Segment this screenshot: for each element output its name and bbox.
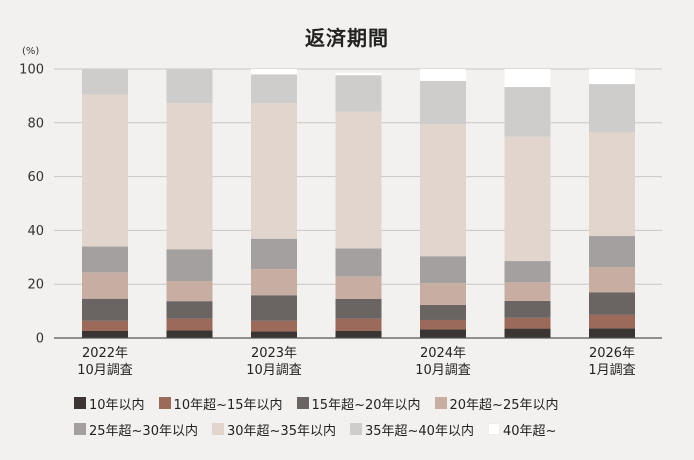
bar-segment <box>251 74 297 104</box>
bar-segment <box>589 292 635 315</box>
bar-segment <box>166 318 213 331</box>
bar-segment <box>82 320 128 332</box>
bar-segment <box>251 238 297 270</box>
bar-segment <box>251 320 297 332</box>
legend-swatch <box>487 423 500 435</box>
bar-segment <box>82 331 128 338</box>
x-tick-label: 1月調査 <box>588 363 635 378</box>
x-tick-label: 2026年 <box>589 346 635 361</box>
legend-label: 30年超~35年以内 <box>226 423 336 439</box>
bar-segment <box>335 75 382 112</box>
legend-swatch <box>158 397 171 409</box>
bar-segment <box>82 94 128 247</box>
legend-swatch <box>74 423 86 435</box>
bar-segment <box>589 69 635 85</box>
bar-segment <box>420 304 466 320</box>
bar-segment <box>504 69 551 88</box>
bar-segment <box>589 236 635 268</box>
bar-segment <box>251 295 297 321</box>
bar-segment <box>82 69 128 95</box>
legend-item: 25年超~30年以内 <box>74 420 198 439</box>
bar-segment <box>166 249 213 281</box>
legend-label: 10年以内 <box>89 397 145 413</box>
bar-segment <box>420 69 466 81</box>
legend-label: 10年超~15年以内 <box>173 397 283 413</box>
legend-item: 15年超~20年以内 <box>296 394 421 413</box>
legend-item: 20年超~25年以内 <box>434 394 559 413</box>
legend-label: 15年超~20年以内 <box>311 397 421 413</box>
y-tick-label: 0 <box>36 332 44 347</box>
y-tick-label: 40 <box>27 224 44 239</box>
bar-segment <box>504 136 551 262</box>
bar-segment <box>335 318 382 332</box>
legend-swatch <box>296 397 309 409</box>
bar-segment <box>335 111 382 249</box>
x-tick-label: 2024年 <box>420 346 466 361</box>
y-axis-unit-label: (%) <box>22 46 39 57</box>
bar-segment <box>335 276 382 299</box>
bar-segment <box>504 87 551 137</box>
bar-segment <box>166 69 213 104</box>
legend: 10年以内 10年超~15年以内 15年超~20年以内 20年超~25年以内 25年超~… <box>74 394 674 439</box>
bar-segment <box>166 280 213 302</box>
legend-label: 25年超~30年以内 <box>89 423 198 439</box>
legend-swatch <box>349 423 362 435</box>
bar-segment <box>504 317 551 329</box>
bar-segment <box>251 103 297 239</box>
bar-segment <box>420 80 466 125</box>
bar-segment <box>420 256 466 284</box>
legend-item: 10年超~15年以内 <box>158 394 283 413</box>
bar-segment <box>166 103 213 250</box>
legend-label: 35年超~40年以内 <box>364 423 474 439</box>
bar-segment <box>335 331 382 338</box>
bar-segment <box>82 272 128 299</box>
chart-title: 返済期間 <box>305 26 389 50</box>
y-tick-label: 100 <box>19 63 44 78</box>
legend-swatch <box>211 423 224 435</box>
legend-swatch <box>434 397 447 409</box>
bar-segment <box>504 328 551 338</box>
axis-layer: 0 20 40 60 80 100 (%) 2022年 10月調査 2023年 10月調査 2024年… <box>19 46 662 378</box>
bar-segment <box>82 246 128 273</box>
x-tick-label: 2022年 <box>82 346 128 361</box>
bar-segment <box>420 329 466 338</box>
bar-segment <box>504 261 551 283</box>
x-tick-label: 2023年 <box>251 346 297 361</box>
legend-label: 40年超~ <box>502 423 557 439</box>
bar-segment <box>589 267 635 293</box>
y-tick-label: 20 <box>27 278 44 293</box>
bar-segment <box>166 330 213 338</box>
x-tick-label: 10月調査 <box>246 363 302 378</box>
y-tick-label: 60 <box>27 170 44 185</box>
bar-segment <box>335 73 382 76</box>
bar-segment <box>420 124 466 257</box>
bar-segment <box>251 69 297 75</box>
x-tick-label: 10月調査 <box>415 363 471 378</box>
bar-segment <box>335 298 382 319</box>
legend-label: 20年超~25年以内 <box>449 397 559 413</box>
legend-item: 40年超~ <box>487 420 557 439</box>
bar-layer <box>82 69 635 338</box>
y-tick-label: 80 <box>27 116 44 131</box>
legend-item: 30年超~35年以内 <box>211 420 336 439</box>
bar-segment <box>82 298 128 321</box>
bar-segment <box>589 84 635 133</box>
bar-segment <box>166 301 213 319</box>
x-tick-label: 10月調査 <box>77 363 133 378</box>
bar-segment <box>589 314 635 329</box>
bar-segment <box>420 283 466 305</box>
bar-segment <box>589 132 635 237</box>
bar-segment <box>504 300 551 318</box>
legend-item: 35年超~40年以内 <box>349 420 474 439</box>
bar-segment <box>251 331 297 338</box>
bar-segment <box>589 328 635 338</box>
bar-segment <box>420 319 466 330</box>
legend-swatch <box>74 397 86 409</box>
bar-segment <box>251 269 297 296</box>
legend-item: 10年以内 <box>74 394 145 413</box>
bar-segment <box>335 248 382 277</box>
bar-segment <box>504 282 551 301</box>
